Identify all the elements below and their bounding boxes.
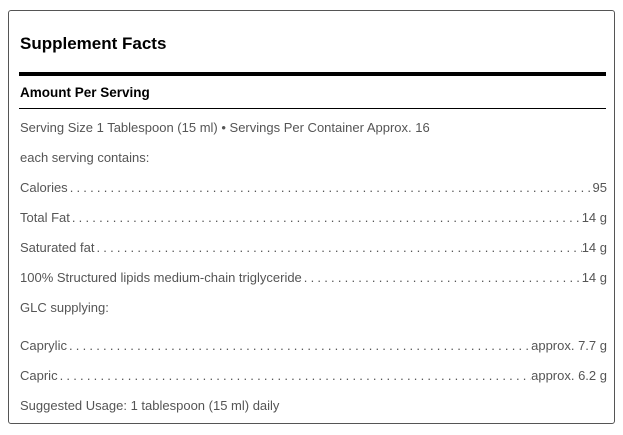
glc-row-capric: Capric .................................… (20, 367, 607, 385)
thick-divider (19, 72, 606, 76)
nutrient-row-total-fat: Total Fat ..............................… (20, 209, 607, 227)
nutrient-value: approx. 7.7 g (531, 338, 607, 353)
nutrient-value: 14 g (581, 240, 607, 255)
suggested-usage: Suggested Usage: 1 tablespoon (15 ml) da… (20, 398, 280, 413)
nutrient-row-structured-lipids: 100% Structured lipids medium-chain trig… (20, 269, 607, 287)
glc-row-caprylic: Caprylic ...............................… (20, 337, 607, 355)
nutrient-label: Caprylic (20, 338, 67, 353)
panel-title: Supplement Facts (20, 34, 167, 53)
dot-leader: ........................................… (69, 180, 593, 195)
supplement-facts-panel: Supplement Facts Amount Per Serving Serv… (8, 10, 615, 424)
amount-per-serving-header: Amount Per Serving (20, 85, 150, 100)
nutrient-label: Capric (20, 368, 58, 383)
nutrient-label: Saturated fat (20, 240, 95, 255)
glc-header: GLC supplying: (20, 300, 109, 315)
thin-divider (19, 108, 606, 109)
dot-leader: ........................................… (68, 338, 532, 353)
each-serving-label: each serving contains: (20, 150, 150, 165)
nutrient-label: Calories (20, 180, 68, 195)
nutrient-value: 14 g (581, 210, 607, 225)
dot-leader: ........................................… (71, 210, 582, 225)
nutrient-value: 95 (592, 180, 607, 195)
nutrient-row-saturated-fat: Saturated fat ..........................… (20, 239, 607, 257)
dot-leader: ........................................… (59, 368, 532, 383)
nutrient-label: Total Fat (20, 210, 70, 225)
serving-info: Serving Size 1 Tablespoon (15 ml) • Serv… (20, 120, 430, 135)
dot-leader: ........................................… (303, 270, 582, 285)
dot-leader: ........................................… (96, 240, 581, 255)
nutrient-value: 14 g (581, 270, 607, 285)
nutrient-label: 100% Structured lipids medium-chain trig… (20, 270, 302, 285)
nutrient-row-calories: Calories ...............................… (20, 179, 607, 197)
nutrient-value: approx. 6.2 g (531, 368, 607, 383)
